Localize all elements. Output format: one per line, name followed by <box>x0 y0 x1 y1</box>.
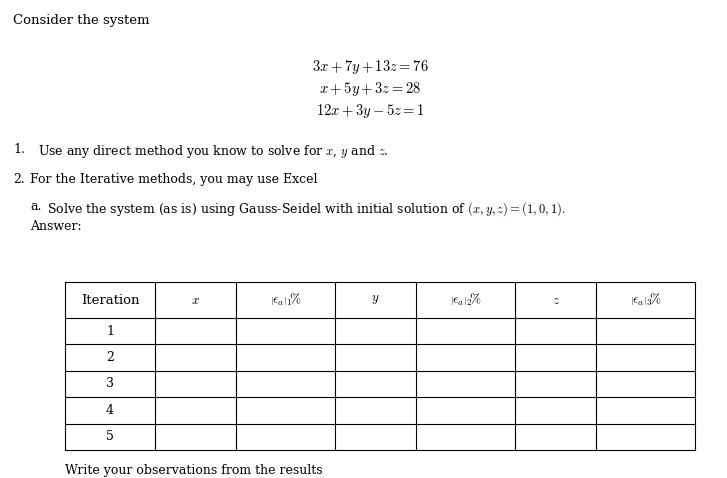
Text: 4: 4 <box>106 404 114 417</box>
Text: $\left|\epsilon_a\right|_3\!\%$: $\left|\epsilon_a\right|_3\!\%$ <box>630 292 662 308</box>
Text: $x + 5y + 3z = 28$: $x + 5y + 3z = 28$ <box>319 80 421 98</box>
Text: $\left|\epsilon_a\right|_2\!\%$: $\left|\epsilon_a\right|_2\!\%$ <box>450 292 482 308</box>
Text: 2.: 2. <box>13 173 25 186</box>
Text: Use any direct method you know to solve for $x$, $y$ and $z$.: Use any direct method you know to solve … <box>38 143 389 160</box>
Text: 1.: 1. <box>13 143 25 156</box>
Text: $y$: $y$ <box>371 293 380 306</box>
Text: $z$: $z$ <box>552 293 560 306</box>
Text: $\left|\epsilon_a\right|_1\!\%$: $\left|\epsilon_a\right|_1\!\%$ <box>270 292 302 308</box>
Text: 3: 3 <box>106 378 114 391</box>
Text: For the Iterative methods, you may use Excel: For the Iterative methods, you may use E… <box>30 173 318 186</box>
Text: Consider the system: Consider the system <box>13 14 150 27</box>
Text: $3x + 7y + 13z = 76$: $3x + 7y + 13z = 76$ <box>312 58 428 76</box>
Text: Answer:: Answer: <box>30 220 81 233</box>
Text: 2: 2 <box>106 351 114 364</box>
Text: 1: 1 <box>106 325 114 337</box>
Text: a.: a. <box>30 200 41 213</box>
Text: $x$: $x$ <box>191 293 200 306</box>
Text: 5: 5 <box>106 430 114 443</box>
Text: Iteration: Iteration <box>81 293 140 306</box>
Text: Write your observations from the results: Write your observations from the results <box>65 464 323 477</box>
Text: $12x + 3y - 5z = 1$: $12x + 3y - 5z = 1$ <box>316 102 425 120</box>
Text: Solve the system (as is) using Gauss-Seidel with initial solution of $(x, y, z) : Solve the system (as is) using Gauss-Sei… <box>47 200 566 218</box>
